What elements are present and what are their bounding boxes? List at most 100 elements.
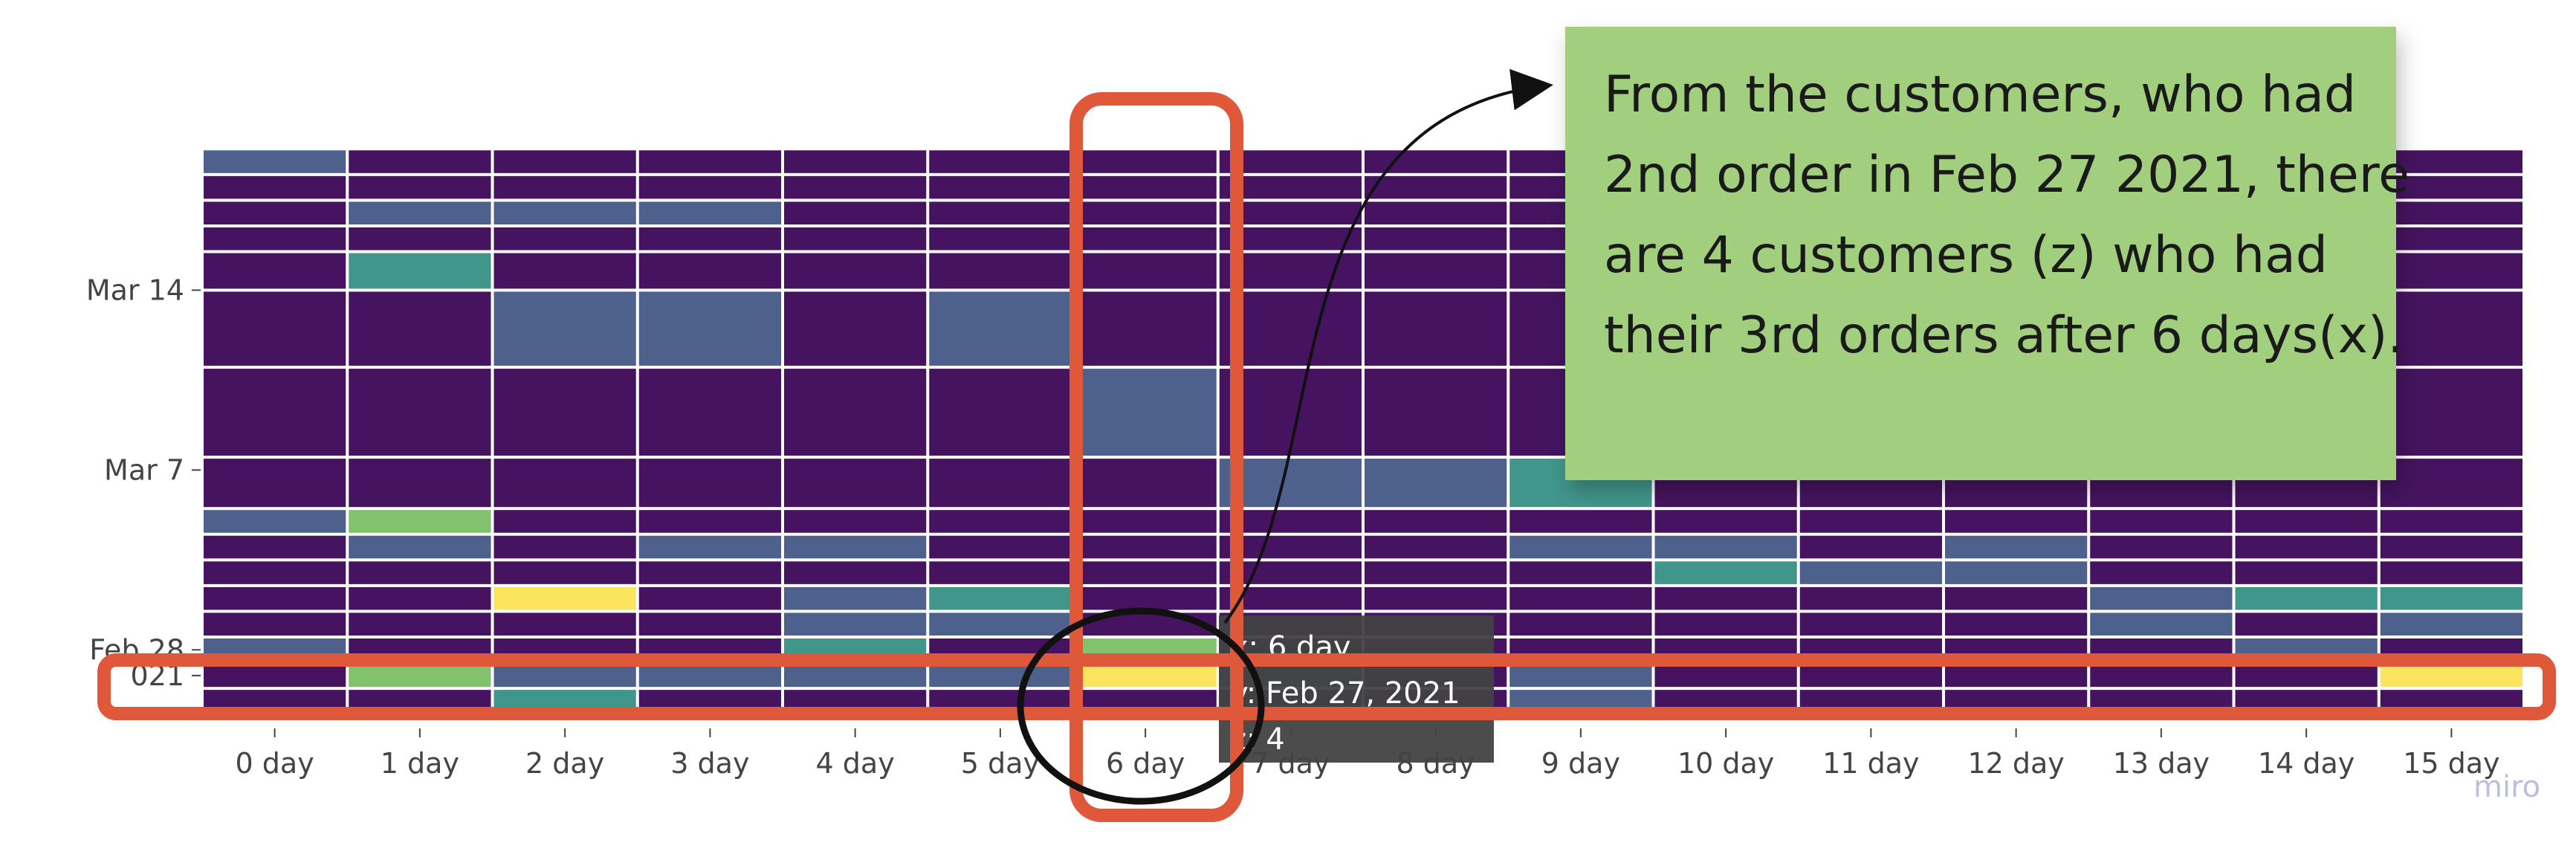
heatmap-cell[interactable] [1799, 664, 1942, 688]
heatmap-cell[interactable] [1365, 510, 1507, 533]
heatmap-cell[interactable] [2235, 510, 2378, 533]
heatmap-cell[interactable] [784, 150, 927, 173]
heatmap-cell[interactable] [204, 201, 346, 224]
heatmap-cell[interactable] [349, 561, 491, 584]
heatmap-cell[interactable] [638, 561, 781, 584]
heatmap-cell[interactable] [2380, 561, 2522, 584]
heatmap-cell[interactable] [204, 175, 346, 199]
heatmap-cell[interactable] [2380, 612, 2522, 636]
heatmap-cell[interactable] [1509, 612, 1652, 636]
heatmap-cell[interactable] [1074, 459, 1217, 508]
heatmap-cell[interactable] [784, 586, 927, 610]
heatmap-cell[interactable] [929, 664, 1072, 688]
heatmap-cell[interactable] [784, 612, 927, 636]
heatmap-cell[interactable] [929, 612, 1072, 636]
heatmap-cell[interactable] [349, 150, 491, 173]
heatmap-cell[interactable] [784, 175, 927, 199]
heatmap-cell[interactable] [784, 535, 927, 559]
heatmap-cell[interactable] [1365, 291, 1507, 366]
heatmap-cell[interactable] [784, 561, 927, 584]
heatmap-cell[interactable] [2090, 561, 2233, 584]
heatmap-cell[interactable] [1509, 561, 1652, 584]
heatmap-cell[interactable] [1654, 664, 1797, 688]
heatmap-cell[interactable] [349, 510, 491, 533]
heatmap-cell[interactable] [638, 253, 781, 289]
heatmap-cell[interactable] [1799, 510, 1942, 533]
heatmap-cell[interactable] [204, 459, 346, 508]
heatmap-cell[interactable] [2380, 586, 2522, 610]
heatmap-cell[interactable] [1074, 535, 1217, 559]
heatmap-cell[interactable] [1509, 586, 1652, 610]
heatmap-cell[interactable] [2380, 291, 2522, 366]
heatmap-cell[interactable] [204, 535, 346, 559]
heatmap-cell[interactable] [929, 586, 1072, 610]
heatmap-cell[interactable] [929, 253, 1072, 289]
heatmap-cell[interactable] [1654, 510, 1797, 533]
heatmap-cell[interactable] [1365, 175, 1507, 199]
heatmap-cell[interactable] [349, 175, 491, 199]
heatmap-cell[interactable] [1074, 586, 1217, 610]
heatmap-cell[interactable] [2380, 459, 2522, 508]
heatmap-cell[interactable] [2090, 510, 2233, 533]
heatmap-cell[interactable] [1365, 459, 1507, 508]
heatmap-cell[interactable] [493, 459, 636, 508]
heatmap-cell[interactable] [638, 510, 781, 533]
heatmap-cell[interactable] [1654, 561, 1797, 584]
heatmap-cell[interactable] [929, 201, 1072, 224]
heatmap-cell[interactable] [204, 612, 346, 636]
heatmap-cell[interactable] [204, 150, 346, 173]
heatmap-cell[interactable] [1074, 510, 1217, 533]
heatmap-cell[interactable] [1365, 201, 1507, 224]
heatmap-cell[interactable] [638, 459, 781, 508]
heatmap-cell[interactable] [349, 201, 491, 224]
heatmap-cell[interactable] [1945, 586, 2088, 610]
heatmap-cell[interactable] [1799, 535, 1942, 559]
heatmap-cell[interactable] [493, 150, 636, 173]
heatmap-cell[interactable] [1074, 175, 1217, 199]
heatmap-cell[interactable] [204, 510, 346, 533]
heatmap-cell[interactable] [1365, 535, 1507, 559]
heatmap-cell[interactable] [349, 459, 491, 508]
heatmap-cell[interactable] [2090, 664, 2233, 688]
heatmap-cell[interactable] [1799, 612, 1942, 636]
heatmap-cell[interactable] [638, 535, 781, 559]
heatmap-cell[interactable] [784, 664, 927, 688]
heatmap-cell[interactable] [638, 369, 781, 456]
heatmap-cell[interactable] [493, 227, 636, 250]
heatmap-cell[interactable] [638, 201, 781, 224]
heatmap-cell[interactable] [2235, 664, 2378, 688]
heatmap-cell[interactable] [1509, 535, 1652, 559]
heatmap-cell[interactable] [2380, 369, 2522, 456]
heatmap-cell[interactable] [493, 612, 636, 636]
heatmap-cell[interactable] [638, 664, 781, 688]
heatmap-cell[interactable] [349, 664, 491, 688]
heatmap-cell[interactable] [1074, 561, 1217, 584]
heatmap-cell[interactable] [784, 201, 927, 224]
heatmap-cell[interactable] [493, 586, 636, 610]
heatmap-cell[interactable] [1365, 561, 1507, 584]
heatmap-cell[interactable] [929, 561, 1072, 584]
heatmap-cell[interactable] [2235, 535, 2378, 559]
heatmap-cell[interactable] [784, 510, 927, 533]
heatmap-cell[interactable] [1654, 535, 1797, 559]
heatmap-cell[interactable] [204, 664, 346, 688]
heatmap-cell[interactable] [1945, 510, 2088, 533]
heatmap-cell[interactable] [2235, 561, 2378, 584]
heatmap-cell[interactable] [1945, 535, 2088, 559]
heatmap-cell[interactable] [204, 586, 346, 610]
heatmap-cell[interactable] [2380, 150, 2522, 173]
heatmap-cell[interactable] [638, 586, 781, 610]
heatmap-cell[interactable] [1074, 227, 1217, 250]
heatmap-cell[interactable] [1365, 227, 1507, 250]
heatmap-cell[interactable] [1509, 664, 1652, 688]
heatmap-cell[interactable] [2380, 175, 2522, 199]
heatmap-cell[interactable] [1799, 586, 1942, 610]
heatmap-cell[interactable] [1654, 586, 1797, 610]
heatmap-cell[interactable] [929, 459, 1072, 508]
heatmap-cell[interactable] [1654, 612, 1797, 636]
heatmap-cell[interactable] [1074, 253, 1217, 289]
heatmap-cell[interactable] [784, 459, 927, 508]
heatmap-cell[interactable] [2380, 253, 2522, 289]
heatmap-cell[interactable] [349, 586, 491, 610]
heatmap-cell[interactable] [2090, 586, 2233, 610]
